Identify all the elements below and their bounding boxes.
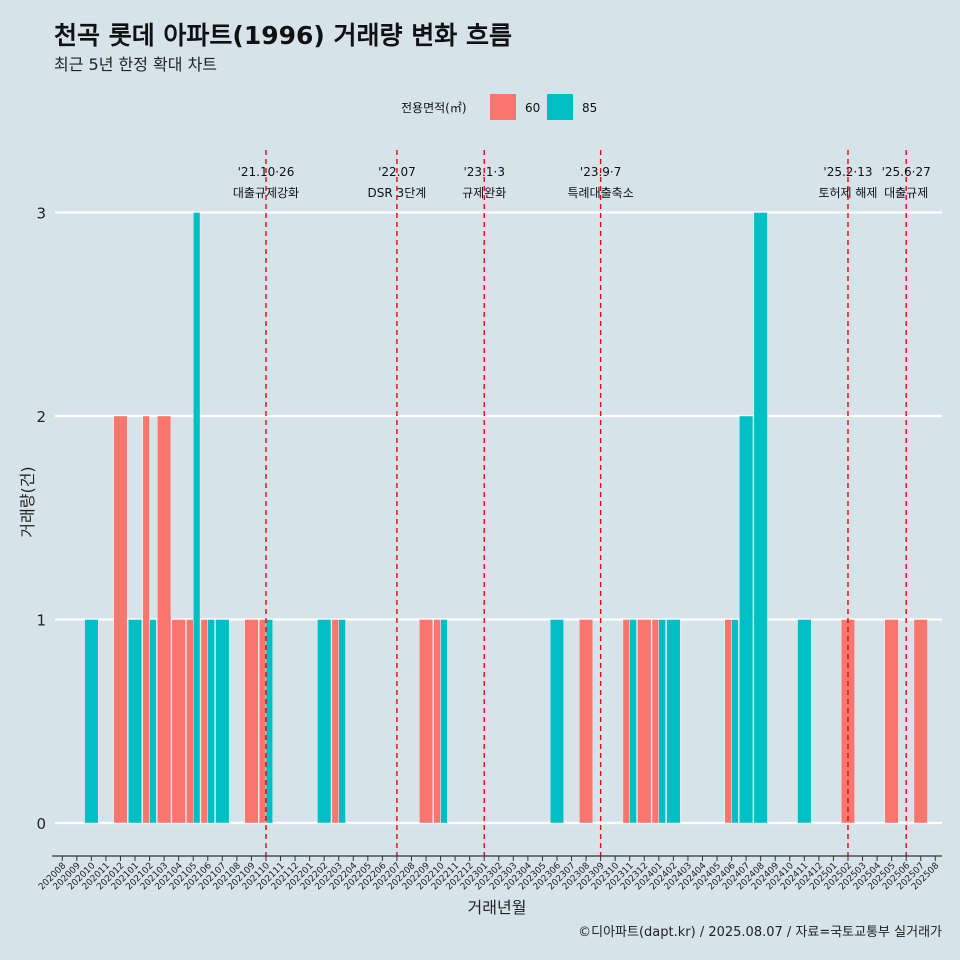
bar-85-202408 <box>753 212 768 824</box>
legend-swatch-85 <box>547 94 573 120</box>
legend-label-60: 60 <box>525 101 540 115</box>
y-tick-label: 1 <box>36 612 46 630</box>
legend-title: 전용면적(㎡) <box>401 101 467 115</box>
event-label: 규제완화 <box>462 186 506 200</box>
chart-subtitle: 최근 5년 한정 확대 차트 <box>54 55 217 74</box>
event-label: 대출규제강화 <box>233 186 299 200</box>
bar-85-202401 <box>658 619 666 824</box>
bar-85-202203 <box>338 619 346 824</box>
bar-85-202202 <box>317 619 332 824</box>
bar-60-202109 <box>244 619 259 824</box>
bar-60-202106 <box>200 619 208 824</box>
bar-60-202104 <box>171 619 186 824</box>
event-label: 대출규제 <box>884 186 928 200</box>
bar-85-202402 <box>666 619 681 824</box>
x-axis: 2020082020092020102020112020122021012021… <box>37 855 942 892</box>
event-date: '25.6·27 <box>882 165 931 179</box>
bar-60-202110 <box>258 619 267 824</box>
event-date: '25.2·13 <box>823 165 872 179</box>
legend-label-85: 85 <box>582 101 597 115</box>
bar-60-202401 <box>651 619 660 824</box>
bar-85-202311 <box>629 619 637 824</box>
bar-60-202209 <box>419 619 434 824</box>
event-date: '23.1·3 <box>463 165 504 179</box>
legend-swatch-60 <box>490 94 516 120</box>
bar-60-202102 <box>142 415 150 824</box>
bar-85-202306 <box>549 619 564 824</box>
chart-caption: ©디아파트(dapt.kr) / 2025.08.07 / 자료=국토교통부 실… <box>578 925 942 940</box>
bar-85-202110 <box>265 619 273 824</box>
bar-85-202210 <box>440 619 448 824</box>
bar-85-202010 <box>84 619 99 824</box>
bar-60-202507 <box>913 619 928 824</box>
chart-title: 천곡 롯데 아파트(1996) 거래량 변화 흐름 <box>54 21 512 50</box>
y-tick-label: 3 <box>36 205 46 223</box>
event-label: 특례대출축소 <box>568 186 634 200</box>
bar-85-202105 <box>193 212 201 824</box>
event-label: DSR 3단계 <box>368 186 427 200</box>
bar-60-202312 <box>637 619 652 824</box>
bar-85-202106 <box>207 619 215 824</box>
event-label: 토허제 해제 <box>818 186 877 200</box>
y-tick-label: 0 <box>36 815 46 833</box>
bar-60-202103 <box>157 415 172 824</box>
bar-60-202311 <box>622 619 630 824</box>
bar-60-202505 <box>884 619 899 824</box>
bar-85-202411 <box>797 619 812 824</box>
bar-60-202105 <box>186 619 194 824</box>
event-annotations: '21.10·26 대출규제강화 '22.07 DSR 3단계 '23.1·3 규제완화 '… <box>233 150 931 856</box>
bars <box>84 212 928 824</box>
bar-85-202407 <box>739 415 754 824</box>
bar-85-202101 <box>128 619 143 824</box>
bar-85-202107 <box>215 619 230 824</box>
bar-60-202406 <box>724 619 732 824</box>
event-date: '23.9·7 <box>580 165 621 179</box>
event-date: '22.07 <box>378 165 416 179</box>
legend: 전용면적(㎡) 60 85 <box>401 94 597 120</box>
bar-85-202406 <box>731 619 739 824</box>
y-tick-label: 2 <box>36 408 46 426</box>
bar-60-202203 <box>331 619 339 824</box>
y-axis-title: 거래량(건) <box>18 466 37 537</box>
bar-85-202102 <box>149 619 157 824</box>
y-axis-ticks: 0 1 2 3 <box>36 205 46 834</box>
event-date: '21.10·26 <box>238 165 295 179</box>
bar-60-202308 <box>579 619 594 824</box>
bar-60-202210 <box>433 619 441 824</box>
bar-60-202012 <box>113 415 128 824</box>
x-axis-title: 거래년월 <box>468 898 527 917</box>
